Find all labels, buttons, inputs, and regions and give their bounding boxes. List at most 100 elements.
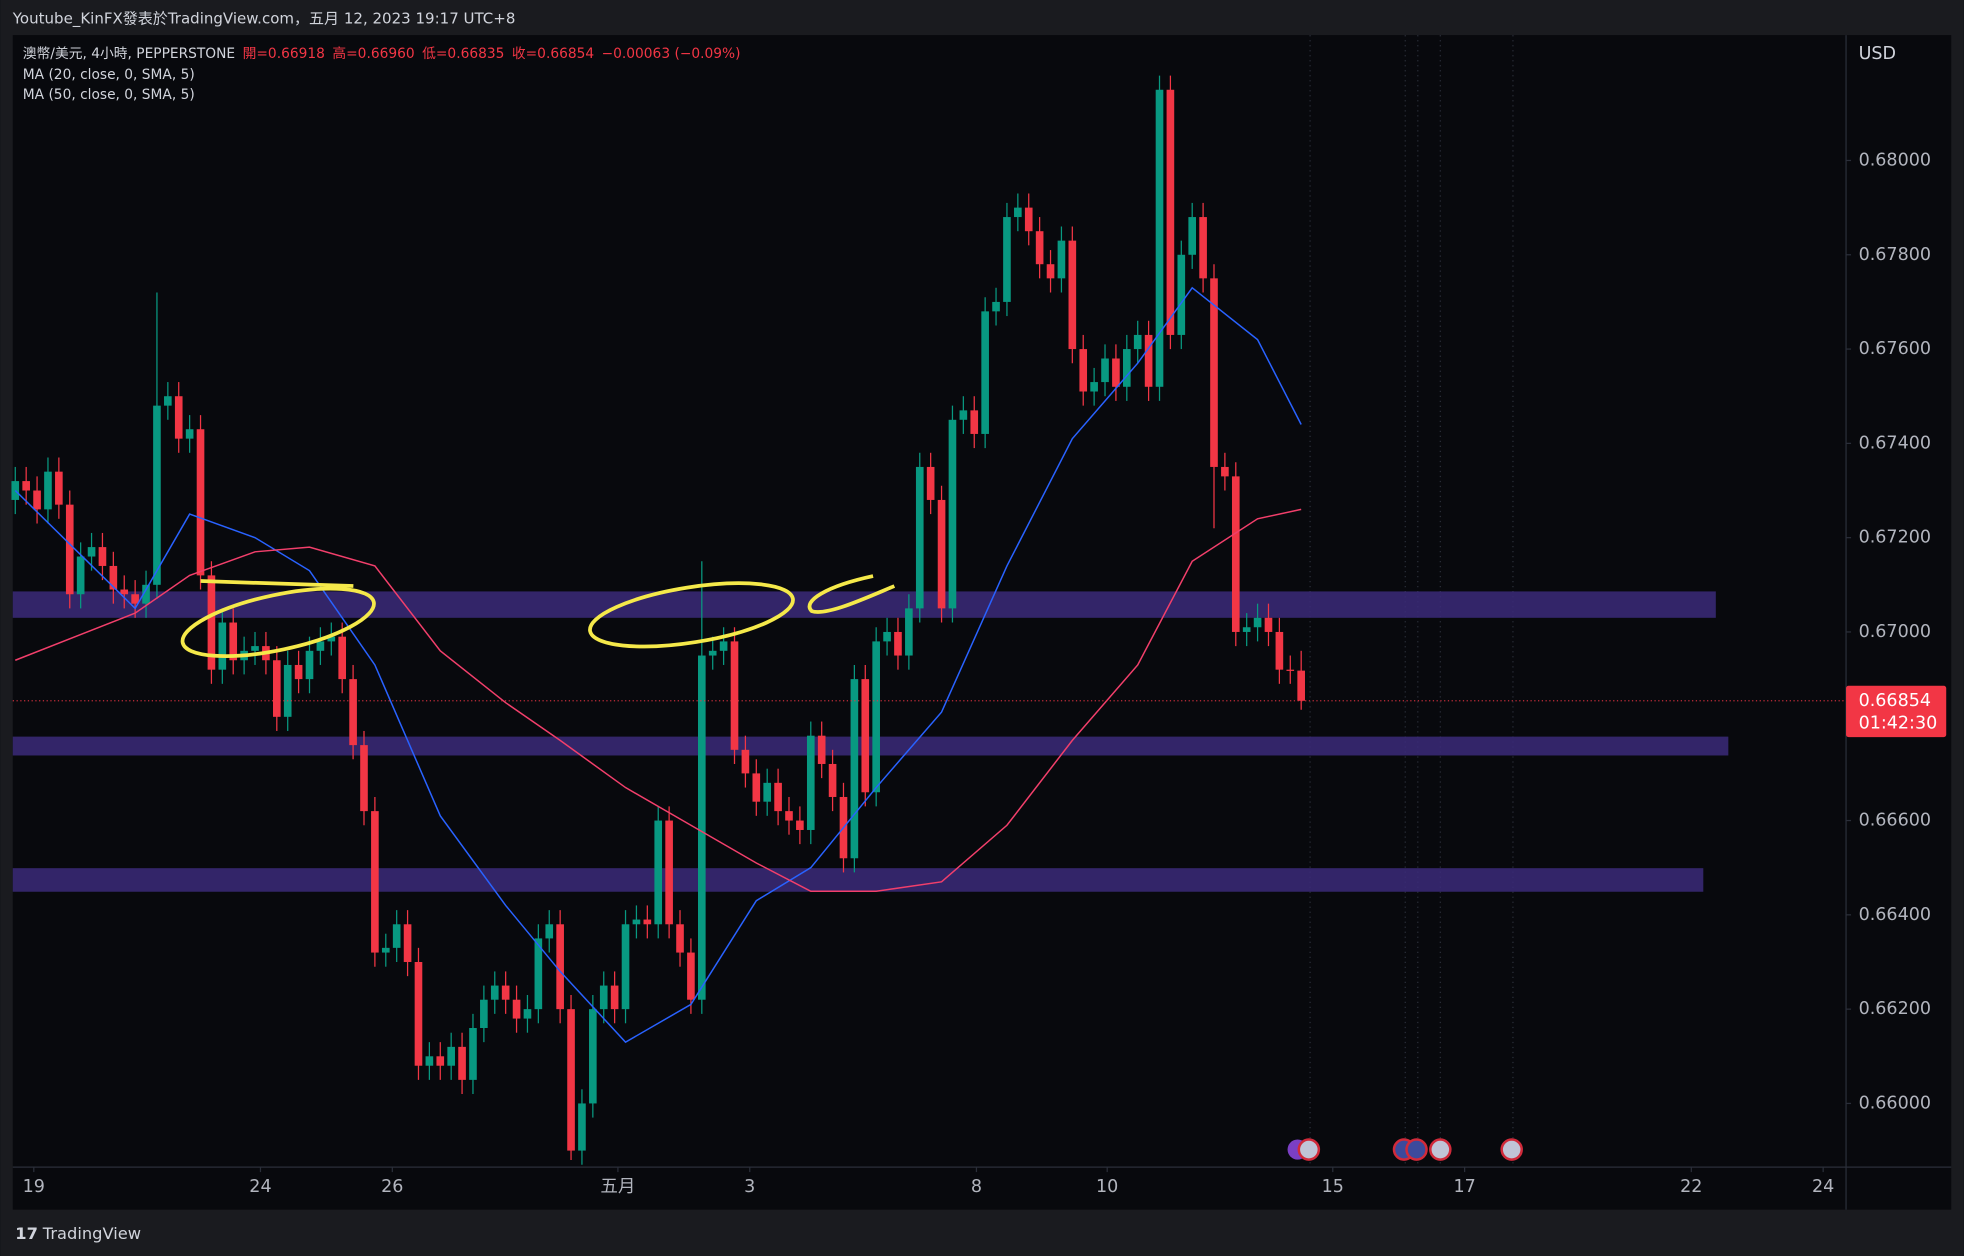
candle-body [937,499,946,609]
candle-body [654,820,663,925]
candle-body [11,481,20,500]
zone [12,868,1704,892]
candle-body [796,820,804,830]
candle-body [305,650,314,680]
x-tick-label: 8 [971,1177,982,1197]
candle-body [283,664,292,717]
candle-body [894,631,902,656]
candle-body [763,782,772,802]
candle-body [142,584,150,604]
candle-body [850,679,859,859]
x-tick-label: 17 [1453,1177,1475,1197]
candle-body [828,763,837,797]
candle-body [338,636,347,680]
candle-body [741,749,750,774]
symbol: 澳幣/美元, 4小時, PEPPERSTONE [23,46,235,62]
candle-body [174,396,183,439]
candle-body [981,311,989,434]
candle-body [185,429,194,439]
y-tick-label: 0.67400 [1859,433,1931,453]
candle-body [469,1028,477,1080]
candle-body [1242,627,1251,632]
y-tick-label: 0.67000 [1859,622,1931,642]
candle-body [676,924,684,953]
candle-body [425,1056,434,1066]
y-tick-label: 0.66600 [1859,811,1931,831]
x-tick-label: 26 [381,1177,403,1197]
candle-body [872,641,880,793]
candle-body [1112,358,1120,387]
y-tick-label: 0.67200 [1859,528,1931,548]
candle-body [883,631,891,642]
candle-body [1253,617,1262,628]
event-icon [1405,1138,1428,1161]
candle-body [817,735,826,764]
ohlc-label: 收=0.66854 [512,46,594,62]
zone [12,736,1729,756]
highlight-ellipse [180,586,376,658]
candle-body [697,655,706,1000]
candle-body [1133,334,1142,350]
candle-body [599,985,608,1010]
ohlc-label: 低=0.66835 [422,46,504,62]
ma-legend: MA (50, close, 0, SMA, 5) [23,87,195,103]
candle-body [1264,617,1273,632]
candle-body [665,820,673,925]
candle-body [164,396,172,406]
candle-body [76,556,85,595]
candle-body [1188,217,1197,255]
y-tick-label: 0.68000 [1859,150,1931,170]
candle-body [1199,217,1207,279]
candle-body [22,481,30,491]
highlight-stroke [200,579,354,588]
candle-body [229,622,238,661]
candle-body [643,919,652,925]
candle-body [970,410,979,434]
candle-body [131,594,139,604]
candle-body [578,1103,586,1151]
candle-body [1068,240,1077,350]
candle-body [1035,231,1044,265]
candle-body [33,490,41,510]
candle-body [501,985,510,1000]
ohlc-label: −0.00063 (−0.09%) [602,46,741,62]
candle-body [294,664,303,680]
footer: 17 TradingView [15,1224,141,1243]
candle-body [98,547,107,566]
logo: 17 [15,1224,38,1243]
candle-body [44,471,52,510]
candle-body [1122,349,1131,387]
highlight-arc [807,574,896,614]
candle-body [905,608,913,656]
candle-body [207,575,216,670]
y-tick-label: 0.66200 [1859,999,1931,1019]
candle-body [915,466,924,609]
candle-body [567,1009,575,1151]
candle-body [959,410,968,420]
candle-body [1024,207,1033,232]
candle-body [556,924,564,1010]
candle-body [1101,358,1109,383]
candle-body [65,504,74,595]
candle-body [523,1009,532,1019]
candle-body [621,924,630,1010]
candle-body [992,301,1000,312]
event-icon [1297,1138,1321,1161]
candle-body [948,419,957,609]
x-tick-label: 五月 [600,1177,635,1197]
candle-body [926,466,935,500]
candle-body [55,471,63,505]
candle-body [632,919,641,925]
candle-body [196,429,205,576]
x-tick-label: 15 [1322,1177,1344,1197]
candle-body [381,947,390,953]
candle-body [1014,207,1022,218]
candle-body [436,1056,445,1066]
highlight-ellipse [588,581,795,649]
x-tick-label: 24 [1812,1177,1834,1197]
candle-body [1090,382,1098,392]
candle-body [861,679,870,793]
zones [12,591,1729,892]
last-price-box [1846,685,1947,738]
